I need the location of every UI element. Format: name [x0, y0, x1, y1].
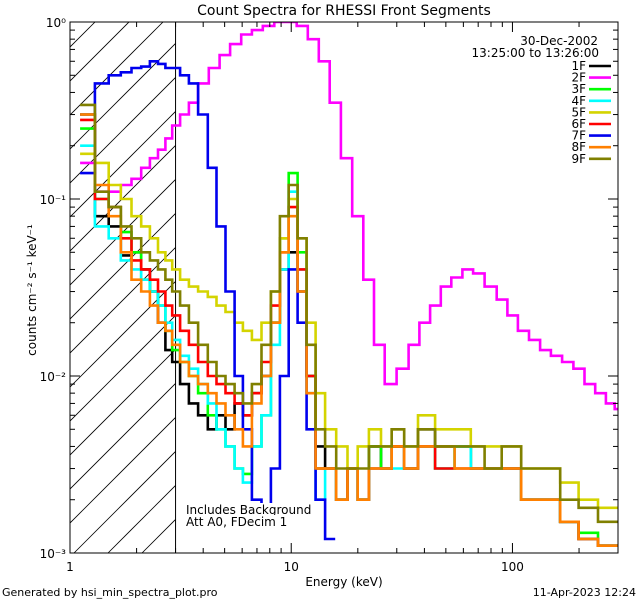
- legend-label-8f: 8F: [571, 140, 586, 154]
- annotation-background: Includes Background: [186, 503, 311, 517]
- legend-label-6f: 6F: [571, 117, 586, 131]
- series-line-2f: [80, 22, 618, 411]
- y-tick-label: 10⁻³: [40, 547, 67, 561]
- y-tick-label: 10⁻²: [40, 370, 67, 384]
- annotation-backdrop: [185, 503, 313, 517]
- legend-label-1f: 1F: [571, 59, 586, 73]
- chart-title: Count Spectra for RHESSI Front Segments: [197, 3, 491, 19]
- date-label: 30-Dec-2002: [520, 34, 598, 48]
- legend-label-3f: 3F: [571, 82, 586, 96]
- x-tick-label: 10: [284, 560, 299, 574]
- y-tick-label: 10⁻¹: [40, 193, 67, 207]
- annotation-backdrop: [185, 515, 289, 529]
- series-line-7f: [80, 60, 336, 541]
- annotation-attenuator: Att A0, FDecim 1: [186, 515, 287, 529]
- series-line-5f: [80, 152, 618, 510]
- series-line-3f: [80, 127, 618, 547]
- legend-label-9f: 9F: [571, 152, 586, 166]
- x-tick-label: 100: [501, 560, 524, 574]
- series-line-9f: [80, 103, 618, 524]
- series-line-8f: [80, 113, 618, 547]
- legend-label-2f: 2F: [571, 71, 586, 85]
- y-axis-label: counts cm⁻² s⁻¹ keV⁻¹: [25, 224, 39, 356]
- legend-label-7f: 7F: [571, 129, 586, 143]
- legend-label-4f: 4F: [571, 94, 586, 108]
- footer-generated-by: Generated by hsi_min_spectra_plot.pro: [2, 586, 218, 599]
- y-tick-label: 10⁰: [46, 16, 66, 30]
- legend-label-5f: 5F: [571, 105, 586, 119]
- time-range-label: 13:25:00 to 13:26:00: [472, 46, 599, 60]
- plot-frame: [69, 21, 619, 554]
- footer-plot-date: 11-Apr-2023 12:24: [533, 586, 636, 599]
- x-axis-label: Energy (keV): [305, 575, 382, 589]
- series-line-6f: [80, 118, 618, 547]
- x-tick-label: 1: [66, 560, 74, 574]
- series-line-4f: [80, 144, 618, 547]
